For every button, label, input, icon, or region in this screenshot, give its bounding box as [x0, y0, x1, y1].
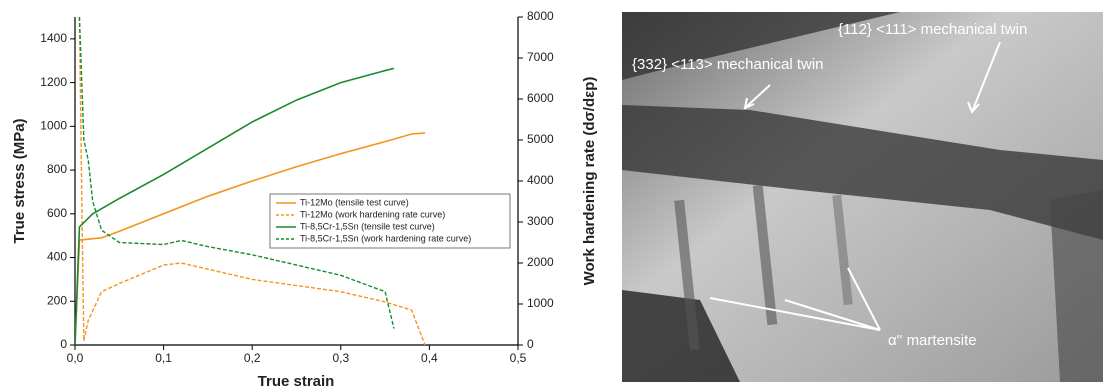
- y-tick-label: 600: [47, 206, 67, 220]
- series-line: [78, 17, 426, 345]
- micrograph: {112} <111> mechanical twin {332} <113> …: [622, 12, 1103, 382]
- y-tick-label: 1200: [40, 75, 67, 89]
- y2-tick-label: 4000: [527, 173, 554, 187]
- y-tick-label: 400: [47, 250, 67, 264]
- y2-axis-label: Work hardening rate (dσ/dεp): [581, 77, 598, 286]
- twin-band: [622, 105, 1103, 240]
- x-tick-label: 0,0: [67, 351, 84, 365]
- legend-label: Ti-8,5Cr-1,5Sn (tensile test curve): [300, 221, 435, 231]
- annotation: α'' martensite: [888, 332, 977, 349]
- arrows: [709, 41, 1001, 331]
- x-tick-label: 0,3: [332, 351, 349, 365]
- y2-tick-label: 3000: [527, 214, 554, 228]
- dark-region: [622, 12, 900, 80]
- y2-tick-label: 5000: [527, 132, 554, 146]
- legend-label: Ti-12Mo (work hardening rate curve): [300, 209, 445, 219]
- axes: [74, 17, 519, 346]
- y-tick-label: 800: [47, 162, 67, 176]
- series-line: [78, 17, 395, 329]
- y-tick-label: 0: [60, 337, 67, 351]
- dark-region: [622, 290, 740, 382]
- martensite-plate: [752, 184, 778, 326]
- x-axis-label: True strain: [258, 373, 335, 390]
- legend-box: [269, 193, 511, 249]
- martensite-plate: [674, 199, 700, 351]
- y-tick-label: 200: [47, 293, 67, 307]
- y2-tick-label: 8000: [527, 9, 554, 23]
- y-tick-label: 1400: [40, 31, 67, 45]
- y-tick-label: 1000: [40, 119, 67, 133]
- y2-tick-label: 6000: [527, 91, 554, 105]
- annotation: {332} <113> mechanical twin: [632, 56, 824, 73]
- x-tick-label: 0,2: [244, 351, 261, 365]
- x-tick-label: 0,1: [155, 351, 172, 365]
- plot-area: [75, 17, 426, 345]
- legend-label: Ti-8,5Cr-1,5Sn (work hardening rate curv…: [300, 233, 471, 243]
- series-line: [75, 67, 395, 345]
- series-line: [75, 132, 426, 345]
- legend-label: Ti-12Mo (tensile test curve): [300, 197, 409, 207]
- y2-tick-label: 2000: [527, 255, 554, 269]
- y2-tick-label: 0: [527, 337, 534, 351]
- annotation: {112} <111> mechanical twin: [838, 21, 1027, 38]
- dark-region: [1050, 190, 1103, 382]
- legend: Ti-12Mo (tensile test curve) Ti-12Mo (wor…: [269, 193, 511, 249]
- x-tick-label: 0,5: [510, 351, 527, 365]
- y2-tick-label: 7000: [527, 50, 554, 64]
- y2-tick-label: 1000: [527, 296, 554, 310]
- x-tick-label: 0,4: [421, 351, 438, 365]
- y-axis-label: True stress (MPa): [11, 118, 28, 243]
- martensite-plate: [832, 194, 853, 306]
